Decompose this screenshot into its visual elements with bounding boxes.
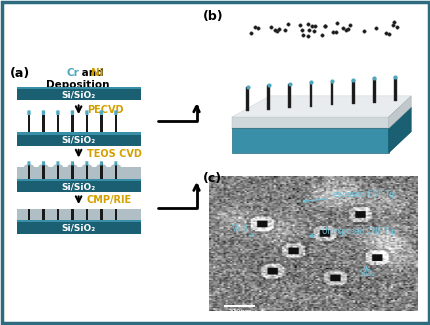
Bar xyxy=(16,181,140,192)
Ellipse shape xyxy=(82,164,92,170)
Bar xyxy=(16,223,140,234)
Text: CMP/RIE: CMP/RIE xyxy=(87,195,132,205)
Bar xyxy=(288,84,291,108)
Text: exposed CNF Tip: exposed CNF Tip xyxy=(302,190,396,202)
FancyBboxPatch shape xyxy=(28,161,31,165)
FancyBboxPatch shape xyxy=(114,161,117,165)
Text: Si/SiO₂: Si/SiO₂ xyxy=(61,182,95,191)
Ellipse shape xyxy=(24,164,34,170)
Polygon shape xyxy=(231,96,410,117)
FancyBboxPatch shape xyxy=(114,111,117,115)
Bar xyxy=(57,162,59,179)
Bar xyxy=(16,179,140,181)
Text: (c): (c) xyxy=(202,172,221,185)
Bar xyxy=(16,132,140,135)
Text: TEOS CVD: TEOS CVD xyxy=(87,149,141,159)
Bar xyxy=(16,209,140,220)
Text: Cr: Cr xyxy=(66,68,79,78)
Bar xyxy=(372,78,375,103)
Bar xyxy=(114,162,117,179)
FancyBboxPatch shape xyxy=(99,111,103,115)
FancyBboxPatch shape xyxy=(56,161,59,165)
Bar xyxy=(71,209,74,220)
Text: (a): (a) xyxy=(10,67,31,80)
Bar xyxy=(28,162,30,179)
Bar xyxy=(42,162,45,179)
Text: Ni: Ni xyxy=(91,68,103,78)
Bar xyxy=(57,114,59,132)
Bar xyxy=(57,209,59,220)
Bar xyxy=(100,162,102,179)
Bar xyxy=(267,85,270,110)
Text: (b): (b) xyxy=(202,10,223,23)
Polygon shape xyxy=(231,117,388,128)
Polygon shape xyxy=(231,128,388,153)
Bar xyxy=(100,209,102,220)
FancyBboxPatch shape xyxy=(85,161,88,165)
Bar xyxy=(86,162,88,179)
Bar xyxy=(86,209,88,220)
Bar xyxy=(114,209,117,220)
Bar xyxy=(86,114,88,132)
Text: Unexposed CNF Tip: Unexposed CNF Tip xyxy=(309,227,395,237)
Bar xyxy=(114,114,117,132)
Bar xyxy=(71,114,74,132)
FancyBboxPatch shape xyxy=(42,161,45,165)
Polygon shape xyxy=(388,107,410,153)
FancyBboxPatch shape xyxy=(85,111,88,115)
Ellipse shape xyxy=(38,164,49,170)
FancyBboxPatch shape xyxy=(42,111,45,115)
Bar xyxy=(351,80,354,104)
Text: SiO₂: SiO₂ xyxy=(359,266,375,278)
Bar xyxy=(16,89,140,100)
Bar xyxy=(100,114,102,132)
Bar xyxy=(16,220,140,223)
Bar xyxy=(71,162,74,179)
Bar xyxy=(42,114,45,132)
FancyBboxPatch shape xyxy=(100,161,103,165)
Text: Deposition: Deposition xyxy=(46,80,109,90)
Ellipse shape xyxy=(111,164,121,170)
Text: Si/SiO₂: Si/SiO₂ xyxy=(61,90,95,99)
Polygon shape xyxy=(231,107,410,128)
FancyBboxPatch shape xyxy=(71,111,74,115)
Polygon shape xyxy=(388,96,410,128)
Bar xyxy=(246,87,249,111)
Bar xyxy=(393,77,396,101)
Text: PECVD: PECVD xyxy=(87,105,123,115)
Ellipse shape xyxy=(96,164,106,170)
Bar xyxy=(16,167,140,179)
Ellipse shape xyxy=(67,164,77,170)
Bar xyxy=(28,209,30,220)
Text: Void: Void xyxy=(231,224,253,236)
Text: and: and xyxy=(77,68,107,78)
Text: Si/SiO₂: Si/SiO₂ xyxy=(61,224,95,233)
Bar xyxy=(28,114,30,132)
FancyBboxPatch shape xyxy=(27,111,31,115)
Bar xyxy=(16,135,140,146)
Text: Si/SiO₂: Si/SiO₂ xyxy=(61,136,95,145)
Bar xyxy=(330,81,333,105)
Bar xyxy=(16,86,140,89)
FancyBboxPatch shape xyxy=(56,111,59,115)
Text: 300nm: 300nm xyxy=(227,309,252,315)
Bar xyxy=(309,83,312,107)
Ellipse shape xyxy=(52,164,63,170)
FancyBboxPatch shape xyxy=(71,161,74,165)
Bar xyxy=(42,209,45,220)
